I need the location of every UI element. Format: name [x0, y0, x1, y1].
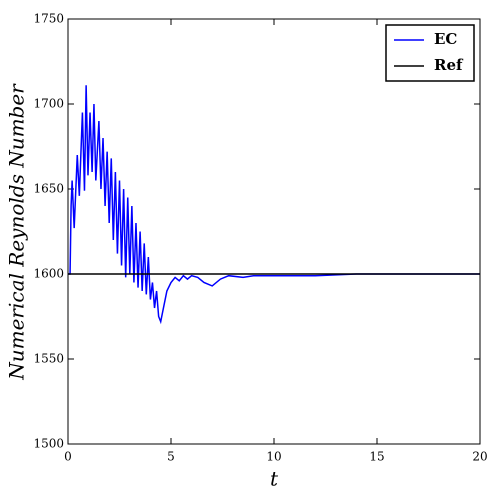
series-line — [68, 85, 480, 325]
legend-label: EC — [434, 30, 457, 48]
x-tick-label: 5 — [167, 450, 175, 464]
y-axis-label: Numerical Reynolds Number — [5, 83, 29, 381]
y-tick-label: 1700 — [33, 97, 64, 111]
y-tick-label: 1750 — [33, 12, 64, 26]
x-tick-label: 20 — [472, 450, 487, 464]
x-tick-label: 10 — [266, 450, 281, 464]
y-tick-label: 1650 — [33, 182, 64, 196]
x-tick-label: 15 — [369, 450, 384, 464]
legend-box — [385, 24, 475, 82]
y-tick-label: 1500 — [33, 437, 64, 451]
y-tick-label: 1550 — [33, 352, 64, 366]
legend-label: Ref — [434, 56, 464, 74]
plot-frame — [67, 18, 481, 445]
x-tick-label: 0 — [64, 450, 72, 464]
x-axis-label: t — [270, 467, 279, 491]
y-tick-label: 1600 — [33, 267, 64, 281]
